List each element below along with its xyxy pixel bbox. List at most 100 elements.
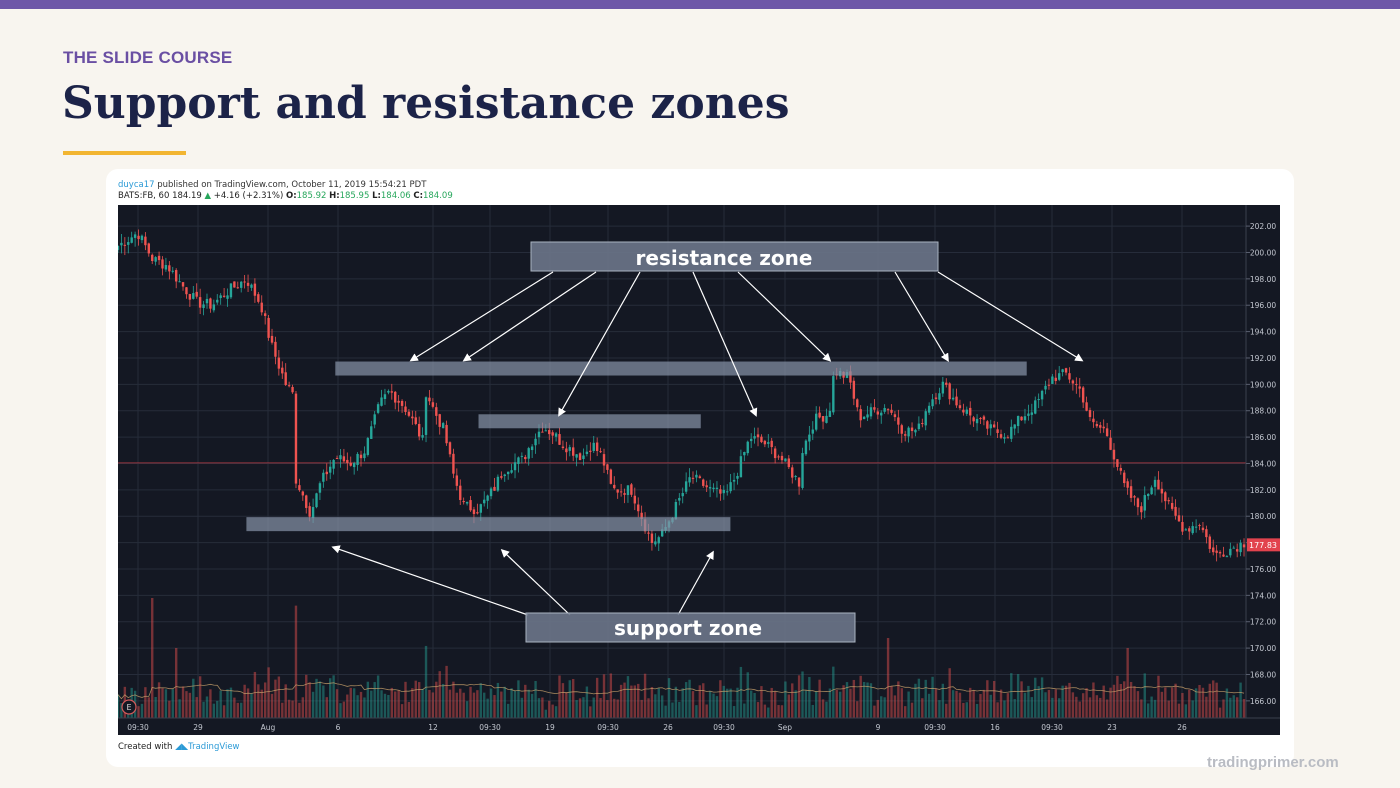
volume-bar (715, 696, 719, 718)
volume-bar (465, 701, 469, 718)
candle-body (390, 391, 394, 393)
time-tick-label: 09:30 (127, 723, 149, 732)
created-with-text: Created with (118, 742, 173, 752)
candle-body (548, 430, 551, 435)
volume-bar (921, 698, 924, 718)
candle-body (544, 430, 548, 432)
volume-bar (510, 688, 513, 718)
candle-body (1020, 416, 1023, 421)
volume-bar (753, 693, 756, 718)
candle-body (886, 409, 890, 411)
volume-bar (784, 681, 787, 718)
candle-body (233, 281, 236, 288)
candle-body (452, 453, 455, 474)
candle-body (1235, 549, 1239, 552)
volume-bar (151, 598, 154, 718)
volume-bar (1088, 697, 1092, 718)
volume-bar (1071, 692, 1075, 718)
volume-bar (243, 684, 246, 718)
volume-bar (195, 697, 198, 718)
candle-body (140, 235, 144, 241)
candle-body (732, 479, 736, 482)
candle-body (862, 416, 866, 420)
volume-bar (424, 645, 428, 718)
volume-bar (1092, 682, 1095, 718)
volume-bar (530, 693, 534, 718)
events-icon-circle[interactable] (121, 699, 137, 715)
volume-bar (609, 673, 613, 718)
volume-bar (654, 694, 657, 718)
candle-body (907, 427, 910, 437)
volume-bar (876, 699, 880, 718)
volume-bar (1136, 691, 1140, 718)
volume-bar (431, 692, 435, 718)
candle-body (684, 481, 688, 492)
candle-body (688, 477, 691, 483)
volume-bar (154, 697, 157, 718)
volume-bar (1160, 691, 1164, 718)
candle-body (1040, 390, 1044, 400)
volume-bar (387, 695, 390, 718)
candle-body (185, 287, 188, 295)
candle-body (1232, 547, 1235, 549)
footer-brand: tradingprimer.com (1207, 754, 1339, 771)
time-tick-label: 09:30 (479, 723, 501, 732)
volume-bar (975, 703, 979, 718)
low-label: L: (372, 191, 381, 201)
volume-bar (828, 688, 832, 718)
volume-bar (178, 699, 181, 718)
events-icon[interactable]: E (121, 699, 137, 715)
volume-bar (736, 687, 739, 718)
volume-bar (934, 688, 938, 718)
volume-bar (866, 682, 869, 718)
candle-body (243, 281, 246, 283)
volume-bar (582, 697, 585, 718)
candle-body (1061, 369, 1064, 373)
volume-bar (616, 699, 619, 718)
price-tick-label: 202.00 (1250, 222, 1276, 231)
candle-body (397, 400, 400, 403)
volume-bar (352, 688, 356, 718)
volume-bar (729, 688, 732, 718)
candle-body (462, 500, 465, 503)
volume-bar (777, 705, 780, 718)
candle-body (465, 501, 469, 504)
volume-bar (1013, 699, 1016, 718)
price-tick-label: 198.00 (1250, 275, 1276, 284)
candle-body (250, 284, 253, 288)
tradingview-link[interactable]: TradingView (188, 742, 240, 752)
candlestick-chart-svg[interactable]: resistance zone support zone 202.00 200.0… (116, 205, 1280, 735)
candle-body (815, 413, 818, 430)
candle-body (147, 243, 150, 254)
volume-bar (821, 699, 825, 718)
candle-body (472, 509, 476, 515)
volume-bar (161, 688, 164, 718)
candle-body (623, 493, 626, 495)
volume-bar (623, 682, 626, 718)
volume-bar (157, 682, 161, 718)
candle-body (999, 434, 1003, 438)
author-name[interactable]: duyca17 (118, 180, 155, 190)
volume-bar (1208, 683, 1211, 718)
volume-bar (534, 681, 537, 718)
volume-bar (643, 673, 647, 718)
volume-bar (856, 701, 859, 718)
candle-body (934, 397, 938, 399)
candle-body (311, 507, 315, 519)
volume-bar (308, 682, 311, 718)
volume-bar (407, 702, 411, 718)
candle-body (394, 391, 397, 403)
time-tick-label: 6 (336, 723, 341, 732)
last-price: 184.19 (172, 191, 202, 201)
volume-bar (390, 687, 394, 718)
volume-bar (1119, 683, 1123, 718)
candle-body (1085, 402, 1088, 411)
volume-bar (1006, 693, 1010, 718)
volume-bar (1198, 684, 1201, 718)
candle-body (691, 477, 695, 479)
volume-bar (746, 672, 749, 718)
volume-bar (640, 699, 643, 718)
candle-body (746, 441, 749, 454)
candle-body (585, 451, 589, 454)
price-chart[interactable]: resistance zone support zone 202.00 200.0… (116, 205, 1280, 735)
